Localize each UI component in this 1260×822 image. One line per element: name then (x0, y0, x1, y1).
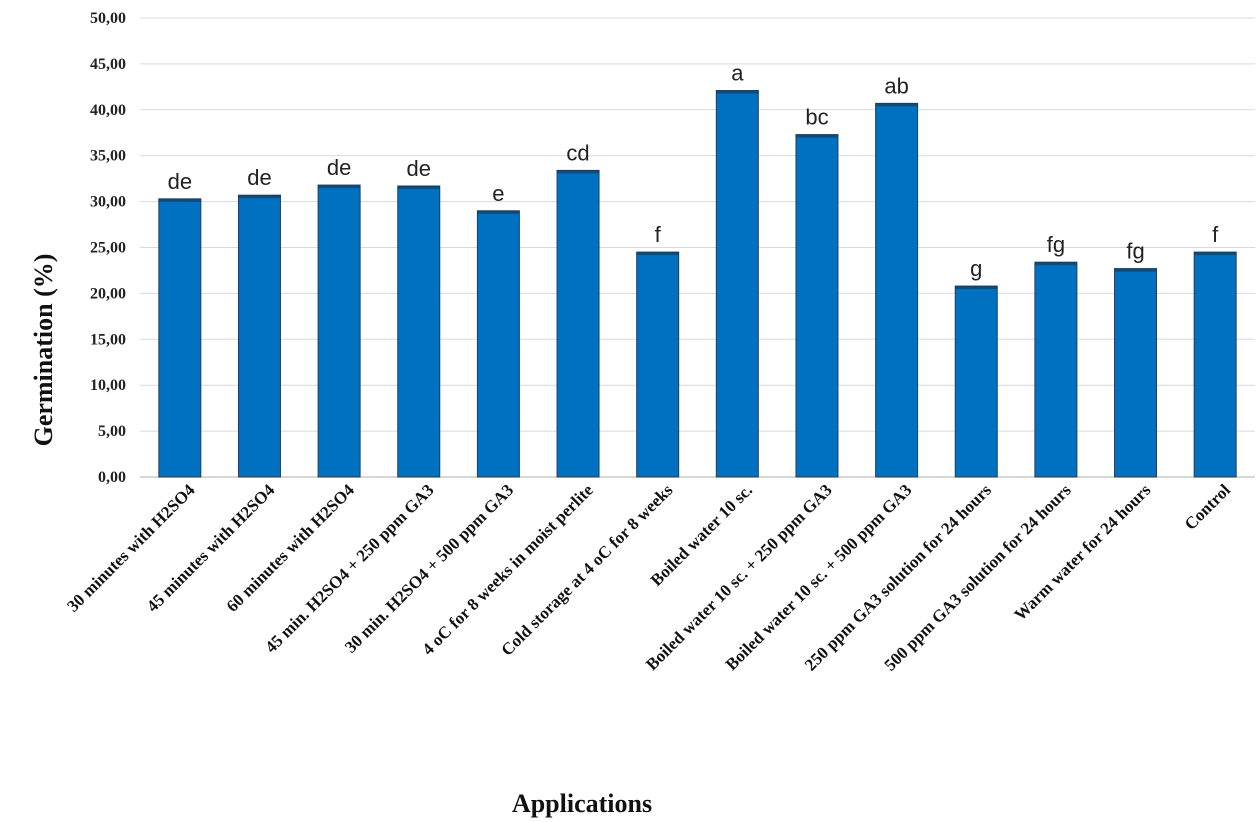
bar (954, 285, 998, 478)
x-category-label: 45 minutes with H2SO4 (143, 480, 279, 616)
y-tick-label: 0,00 (98, 469, 126, 486)
bar (556, 169, 600, 478)
bar-letter-label: ab (884, 73, 908, 98)
bar (317, 184, 361, 478)
bar-top-edge (1114, 268, 1157, 272)
x-category-label: 4 oC for 8 weeks in moist perlite (418, 480, 597, 659)
y-tick-label: 20,00 (90, 285, 126, 302)
bar-letter-label: de (407, 156, 431, 181)
bar-letter-label: de (168, 169, 192, 194)
x-category-label: Cold storage at 4 oC for 8 weeks (497, 480, 676, 659)
bar-top-edge (477, 210, 520, 214)
bar (158, 198, 202, 478)
x-category-label: 45 min. H2SO4 + 250 ppm GA3 (261, 480, 437, 656)
y-axis-title: Germination (%) (29, 254, 58, 447)
bar-top-edge (795, 134, 838, 138)
x-category-label: 30 minutes with H2SO4 (63, 480, 199, 616)
bar-letter-label: cd (566, 140, 589, 165)
bar-letter-label: de (327, 155, 351, 180)
bar (476, 210, 520, 478)
y-tick-label: 25,00 (90, 240, 126, 257)
bar-top-edge (318, 185, 361, 189)
bar (875, 102, 919, 478)
bar-top-edge (875, 103, 918, 107)
bar (795, 134, 839, 478)
bar-letter-label: fg (1126, 239, 1144, 264)
bar-letter-label: a (731, 61, 744, 86)
y-tick-label: 30,00 (90, 194, 126, 211)
y-tick-label: 5,00 (98, 423, 126, 440)
bar-letter-label: de (247, 165, 271, 190)
y-tick-label: 45,00 (90, 56, 126, 73)
bar-top-edge (636, 252, 679, 256)
bar (1034, 261, 1078, 478)
bar-top-edge (557, 170, 600, 174)
y-tick-label: 50,00 (90, 10, 126, 27)
bar-top-edge (716, 90, 759, 94)
bar-letter-label: fg (1047, 232, 1065, 257)
gridlines (140, 17, 1255, 478)
bar-top-edge (238, 195, 281, 199)
bar-letter-labels: de de de de e cd f a bc ab g fg fg f (168, 61, 1220, 282)
x-category-label: Warm water for 24 hours (1010, 480, 1154, 624)
bars (158, 90, 1237, 478)
x-category-label: 30 min. H2SO4 + 500 ppm GA3 (341, 480, 517, 656)
y-tick-label: 15,00 (90, 331, 126, 348)
bar-top-edge (158, 198, 201, 202)
x-axis-title: Applications (512, 789, 652, 818)
bar (1114, 268, 1158, 478)
y-axis-ticks: 0,00 5,00 10,00 15,00 20,00 25,00 30,00 35,00 40… (90, 10, 126, 486)
x-category-label: Control (1181, 480, 1234, 533)
bar (397, 185, 441, 478)
bar-letter-label: f (1212, 222, 1219, 247)
bar-letter-label: f (655, 222, 662, 247)
bar (636, 251, 680, 478)
bar-letter-label: bc (805, 105, 828, 130)
bar (1193, 251, 1237, 478)
y-tick-label: 40,00 (90, 102, 126, 119)
bar-top-edge (955, 286, 998, 290)
x-category-label: 60 minutes with H2SO4 (223, 480, 359, 616)
bar-top-edge (1034, 262, 1077, 266)
bar-letter-label: e (492, 181, 504, 206)
bar-letter-label: g (970, 256, 982, 281)
bar-top-edge (1194, 252, 1237, 256)
bar (715, 90, 759, 478)
bar-top-edge (397, 185, 440, 189)
y-tick-label: 35,00 (90, 148, 126, 165)
y-tick-label: 10,00 (90, 377, 126, 394)
bar (237, 194, 281, 478)
